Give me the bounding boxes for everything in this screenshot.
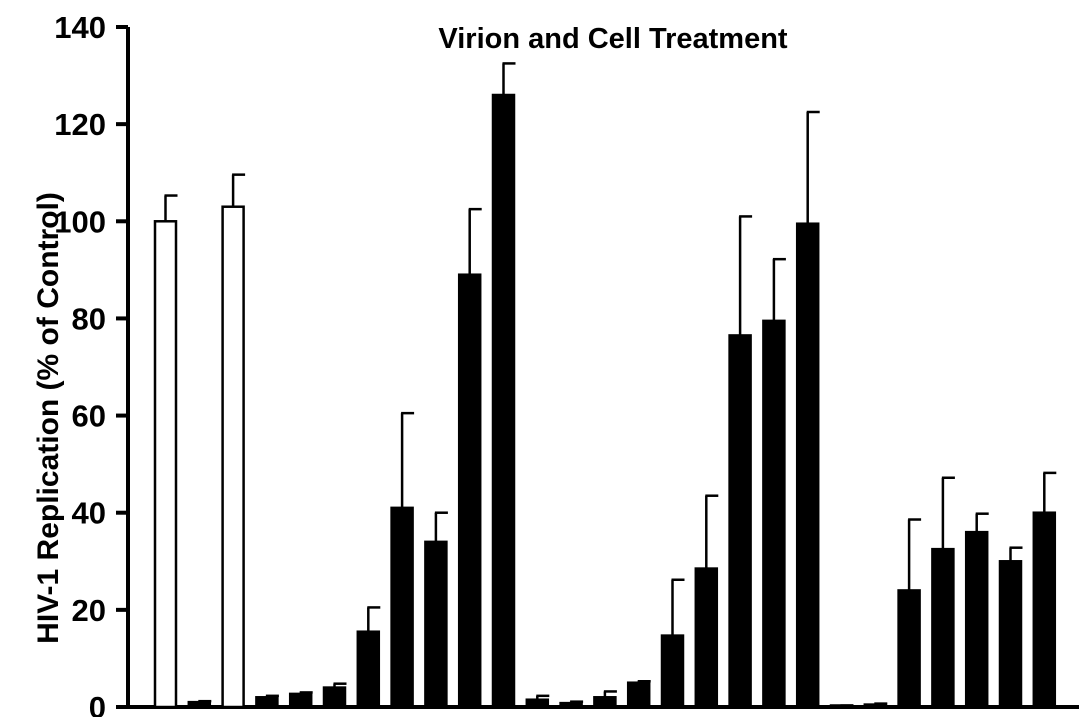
bar bbox=[626, 681, 651, 709]
error-bars bbox=[164, 62, 1057, 707]
bar bbox=[1032, 511, 1057, 709]
y-tick-label: 120 bbox=[54, 107, 106, 142]
bar bbox=[288, 692, 313, 709]
bars bbox=[153, 93, 1057, 709]
bar bbox=[322, 686, 347, 709]
bar bbox=[897, 589, 921, 709]
bar bbox=[356, 630, 381, 709]
bar bbox=[728, 334, 752, 709]
bar bbox=[829, 704, 854, 709]
bar bbox=[964, 530, 989, 709]
y-tick-label: 140 bbox=[54, 10, 106, 45]
bar bbox=[559, 701, 583, 709]
bar bbox=[762, 319, 786, 709]
bar bbox=[998, 560, 1023, 709]
y-tick-label: 40 bbox=[72, 496, 106, 531]
bar bbox=[424, 540, 448, 709]
y-tick-label: 80 bbox=[72, 301, 106, 336]
bar bbox=[931, 547, 955, 709]
bar bbox=[660, 634, 685, 709]
bar bbox=[457, 273, 482, 709]
bar bbox=[795, 222, 820, 709]
y-tick-label: 60 bbox=[72, 399, 106, 434]
bar bbox=[525, 698, 550, 709]
y-tick-label: 20 bbox=[72, 593, 106, 628]
bar bbox=[863, 703, 888, 709]
y-axis-ticks: 0 20 40 60 80 100 120 140 bbox=[54, 10, 128, 717]
bar bbox=[255, 696, 279, 709]
y-tick-label: 0 bbox=[89, 690, 106, 717]
bar bbox=[187, 700, 212, 709]
bar bbox=[390, 506, 414, 709]
bar bbox=[221, 205, 245, 709]
y-tick-label: 100 bbox=[54, 204, 106, 239]
y-axis-label: HIV-1 Replication (% of Control) bbox=[32, 192, 65, 644]
bar bbox=[491, 93, 516, 709]
bar bbox=[694, 567, 719, 709]
chart-title: Virion and Cell Treatment bbox=[438, 23, 788, 55]
bar bbox=[593, 696, 617, 709]
bar bbox=[153, 220, 178, 709]
